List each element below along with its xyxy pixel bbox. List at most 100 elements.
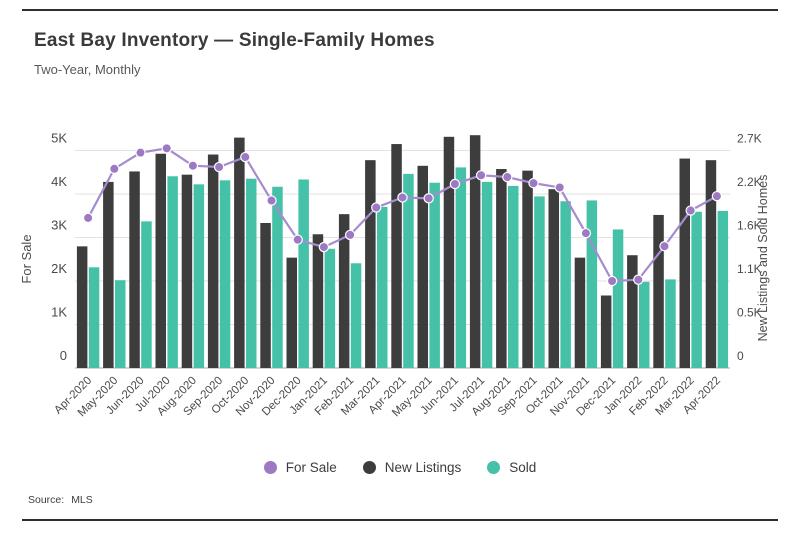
for-sale-dot [318,241,330,253]
legend-item-for-sale: For Sale [263,460,337,475]
bar-new-listings [522,170,533,368]
bar-sold [429,182,440,368]
bar-new-listings [653,214,664,368]
legend-label: For Sale [285,460,337,475]
page-subtitle: Two-Year, Monthly [34,62,141,77]
right-axis-title: New Listings and Sold Homes [756,175,770,342]
page-title: East Bay Inventory — Single-Family Homes [34,30,435,51]
bar-sold [612,229,624,368]
left-axis-tick: 2K [51,261,67,276]
bar-sold [246,178,257,368]
bar-sold [665,279,676,368]
bar-new-listings [338,214,350,368]
for-sale-dot [213,161,225,173]
for-sale-dot [292,234,303,245]
bar-sold [586,200,598,368]
for-sale-dot [109,163,120,174]
bar-new-listings [705,160,717,368]
bar-sold [272,186,283,368]
bar-sold [691,211,702,368]
left-axis-tick: 1K [51,305,67,320]
bar-sold [350,263,362,368]
bar-sold [455,167,467,368]
right-axis-tick: 1.6K [737,219,762,233]
bar-sold [560,201,571,368]
bar-new-listings [627,255,638,368]
bar-new-listings [286,257,297,368]
bar-sold [219,180,231,368]
for-sale-dot [187,160,199,171]
bar-sold [193,184,205,368]
bar-new-listings [207,154,219,368]
right-axis-tick: 1.1K [737,262,762,276]
right-axis-tick: 2.2K [737,175,762,189]
legend-label: Sold [509,460,537,475]
source-label: Source: [28,494,65,506]
source-note: Source: MLS [28,494,93,506]
for-sale-dot [449,178,461,190]
for-sale-dot [685,205,696,216]
bar-sold [403,173,414,368]
bar-sold [167,176,178,368]
for-sale-dot [475,170,487,181]
sold-swatch-icon [487,461,501,474]
bar-new-listings [155,153,166,368]
bar-new-listings [312,234,324,368]
for-sale-dot [659,240,670,252]
legend-label: New Listings [384,460,462,475]
bar-new-listings [679,158,690,368]
top-rule [22,9,778,11]
for-sale-dot [528,177,539,189]
bar-new-listings [260,223,271,368]
bar-new-listings [496,169,507,368]
right-axis-tick: 0 [737,349,744,363]
for-sale-dot [344,229,356,241]
left-axis-title: For Sale [19,234,34,283]
bar-new-listings [234,137,245,368]
for-sale-dot [240,151,251,163]
for-sale-dot [371,202,382,213]
for-sale-dot [423,193,434,204]
left-axis-tick: 3K [51,218,67,233]
bar-sold [88,267,100,368]
for-sale-dot [502,171,513,183]
source-value: MLS [71,494,93,506]
bar-new-listings [365,160,376,368]
bar-sold [115,280,126,368]
bar-sold [639,281,650,368]
bar-new-listings [574,257,586,368]
bar-new-listings [600,295,612,368]
new-listings-swatch-icon [362,461,376,474]
for-sale-dot [135,147,146,158]
bar-new-listings [417,165,428,368]
bar-new-listings [391,144,402,368]
right-axis-tick: 0.5K [737,306,762,320]
bar-sold [377,206,388,368]
for-sale-dot [606,275,618,287]
for-sale-dot [580,227,592,239]
bar-new-listings [76,246,88,368]
right-axis-tick: 2.7K [737,132,762,146]
bar-new-listings [181,174,193,368]
bar-sold [717,210,729,368]
for-sale-dot [161,143,172,154]
for-sale-dot [633,274,644,285]
bar-sold [481,181,493,368]
for-sale-dot [554,182,565,193]
bar-sold [324,248,336,368]
legend-item-sold: Sold [487,460,536,475]
bar-new-listings [469,135,481,368]
for-sale-dot [711,190,723,202]
left-axis-tick: 5K [51,131,67,146]
bar-new-listings [548,189,559,368]
for-sale-swatch-icon [263,461,277,474]
bar-new-listings [103,181,114,368]
legend-item-new-listings: New Listings [362,460,462,475]
bar-new-listings [443,136,455,368]
bar-sold [534,196,545,368]
bar-sold [508,185,519,368]
for-sale-dot [397,192,408,203]
